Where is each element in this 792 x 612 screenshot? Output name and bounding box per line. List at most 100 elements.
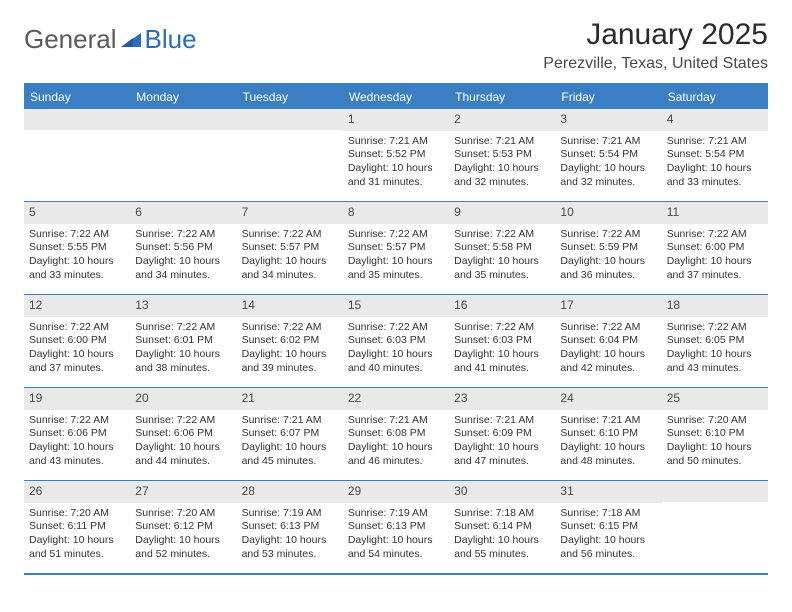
day-number: 8 [343,202,449,224]
sunrise-text: Sunrise: 7:21 AM [242,414,338,428]
daylight2-text: and 53 minutes. [242,548,338,562]
day-cell: 17Sunrise: 7:22 AMSunset: 6:04 PMDayligh… [555,295,661,387]
sunrise-text: Sunrise: 7:22 AM [135,321,231,335]
daylight1-text: Daylight: 10 hours [454,441,550,455]
sunrise-text: Sunrise: 7:22 AM [29,414,125,428]
weekday-tuesday: Tuesday [237,85,343,109]
day-number: 21 [237,388,343,410]
sunrise-text: Sunrise: 7:21 AM [348,135,444,149]
day-cell: 4Sunrise: 7:21 AMSunset: 5:54 PMDaylight… [662,109,768,201]
day-cell: 25Sunrise: 7:20 AMSunset: 6:10 PMDayligh… [662,388,768,480]
daylight2-text: and 37 minutes. [667,269,763,283]
day-cell: 3Sunrise: 7:21 AMSunset: 5:54 PMDaylight… [555,109,661,201]
daylight2-text: and 46 minutes. [348,455,444,469]
sunrise-text: Sunrise: 7:22 AM [454,228,550,242]
day-cell: 28Sunrise: 7:19 AMSunset: 6:13 PMDayligh… [237,481,343,573]
day-number: 29 [343,481,449,503]
daylight2-text: and 43 minutes. [667,362,763,376]
daylight1-text: Daylight: 10 hours [348,255,444,269]
day-cell: 19 Sunrise: 7:22 AMSunset: 6:06 PMDayligh… [24,388,130,480]
day-cell: 15Sunrise: 7:22 AMSunset: 6:03 PMDayligh… [343,295,449,387]
day-cell: 12Sunrise: 7:22 AMSunset: 6:00 PMDayligh… [24,295,130,387]
daylight2-text: and 48 minutes. [560,455,656,469]
day-number-empty [237,109,343,130]
sunrise-text: Sunrise: 7:22 AM [667,321,763,335]
day-number: 12 [24,295,130,317]
daylight2-text: and 32 minutes. [560,176,656,190]
sunrise-text: Sunrise: 7:20 AM [667,414,763,428]
day-number: 28 [237,481,343,503]
sunset-text: Sunset: 5:58 PM [454,241,550,255]
daylight2-text: and 55 minutes. [454,548,550,562]
sunrise-text: Sunrise: 7:22 AM [29,321,125,335]
month-title: January 2025 [543,18,768,51]
sunrise-text: Sunrise: 7:22 AM [29,228,125,242]
weekday-thursday: Thursday [449,85,555,109]
sunset-text: Sunset: 6:09 PM [454,427,550,441]
weekday-monday: Monday [130,85,236,109]
day-number: 24 [555,388,661,410]
sunrise-text: Sunrise: 7:22 AM [560,321,656,335]
day-cell: 1Sunrise: 7:21 AMSunset: 5:52 PMDaylight… [343,109,449,201]
day-cell: 7Sunrise: 7:22 AMSunset: 5:57 PMDaylight… [237,202,343,294]
brand-logo: General Blue [24,18,197,55]
sunset-text: Sunset: 6:03 PM [348,334,444,348]
daylight2-text: and 36 minutes. [560,269,656,283]
day-number: 4 [662,109,768,131]
calendar-page: General Blue January 2025 Perezville, Te… [0,0,792,612]
daylight2-text: and 41 minutes. [454,362,550,376]
day-cell: 21Sunrise: 7:21 AMSunset: 6:07 PMDayligh… [237,388,343,480]
weekday-sunday: Sunday [24,85,130,109]
day-number: 25 [662,388,768,410]
daylight2-text: and 45 minutes. [242,455,338,469]
daylight2-text: and 34 minutes. [135,269,231,283]
day-cell: 14Sunrise: 7:22 AMSunset: 6:02 PMDayligh… [237,295,343,387]
week-row: 12Sunrise: 7:22 AMSunset: 6:00 PMDayligh… [24,294,768,387]
sunrise-text: Sunrise: 7:19 AM [348,507,444,521]
sunrise-text: Sunrise: 7:21 AM [560,414,656,428]
day-number: 11 [662,202,768,224]
day-number: 20 [130,388,236,410]
daylight1-text: Daylight: 10 hours [135,348,231,362]
sunrise-text: Sunrise: 7:22 AM [560,228,656,242]
week-row: 26Sunrise: 7:20 AMSunset: 6:11 PMDayligh… [24,480,768,573]
brand-word-general: General [24,24,117,55]
week-row: 19Sunrise: 7:22 AMSunset: 6:06 PMDayligh… [24,387,768,480]
sunset-text: Sunset: 6:13 PM [348,520,444,534]
weekday-wednesday: Wednesday [343,85,449,109]
title-block: January 2025 Perezville, Texas, United S… [543,18,768,73]
day-number: 14 [237,295,343,317]
daylight1-text: Daylight: 10 hours [667,162,763,176]
sunset-text: Sunset: 5:52 PM [348,148,444,162]
sunset-text: Sunset: 5:57 PM [348,241,444,255]
sunset-text: Sunset: 6:06 PM [29,427,125,441]
daylight1-text: Daylight: 10 hours [667,348,763,362]
day-cell: 6Sunrise: 7:22 AMSunset: 5:56 PMDaylight… [130,202,236,294]
daylight1-text: Daylight: 10 hours [242,534,338,548]
day-number: 9 [449,202,555,224]
day-number: 27 [130,481,236,503]
sunrise-text: Sunrise: 7:18 AM [454,507,550,521]
daylight2-text: and 39 minutes. [242,362,338,376]
daylight1-text: Daylight: 10 hours [242,255,338,269]
day-number: 19 [24,388,130,410]
weeks-container: 1Sunrise: 7:21 AMSunset: 5:52 PMDaylight… [24,109,768,573]
weekday-friday: Friday [555,85,661,109]
weekday-header-row: Sunday Monday Tuesday Wednesday Thursday… [24,85,768,109]
sunrise-text: Sunrise: 7:21 AM [348,414,444,428]
daylight2-text: and 43 minutes. [29,455,125,469]
daylight1-text: Daylight: 10 hours [29,441,125,455]
week-row: 1Sunrise: 7:21 AMSunset: 5:52 PMDaylight… [24,109,768,201]
daylight1-text: Daylight: 10 hours [454,255,550,269]
day-number: 15 [343,295,449,317]
sunrise-text: Sunrise: 7:18 AM [560,507,656,521]
daylight2-text: and 33 minutes. [667,176,763,190]
day-number: 26 [24,481,130,503]
day-number: 10 [555,202,661,224]
sunrise-text: Sunrise: 7:22 AM [135,414,231,428]
day-cell: 10Sunrise: 7:22 AMSunset: 5:59 PMDayligh… [555,202,661,294]
sunset-text: Sunset: 6:01 PM [135,334,231,348]
daylight1-text: Daylight: 10 hours [667,441,763,455]
daylight1-text: Daylight: 10 hours [242,441,338,455]
day-cell [24,109,130,201]
